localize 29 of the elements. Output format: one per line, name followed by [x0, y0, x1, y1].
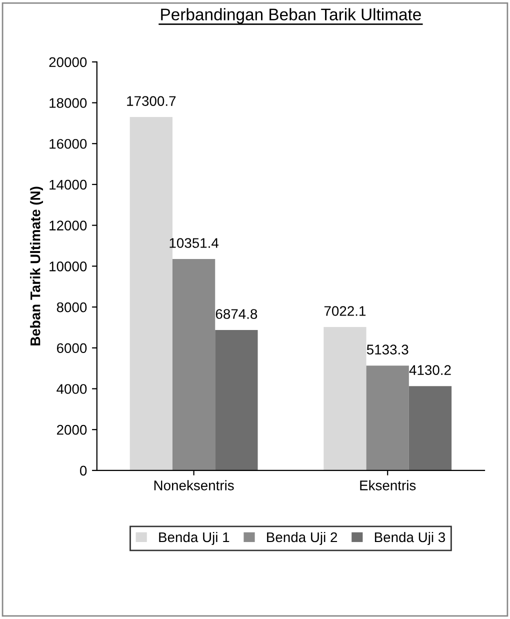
data-label: 7022.1 [324, 306, 366, 316]
bar [408, 386, 452, 470]
y-tick-label: 6000 [56, 343, 87, 354]
y-tick-label: 8000 [56, 302, 87, 312]
y-tick-label: 18000 [50, 98, 87, 108]
data-label: 4130.2 [409, 365, 451, 375]
y-tick-label: 14000 [50, 180, 87, 190]
bar [366, 366, 409, 470]
x-tick-label: Noneksentris [154, 480, 234, 490]
legend-label: Benda Uji 3 [374, 532, 446, 545]
y-tick-label: 20000 [49, 57, 87, 68]
data-label: 10351.4 [170, 238, 218, 248]
x-tick-label: Eksentris [360, 480, 416, 490]
y-axis-title: Beban Tarik Ultimate (N) [30, 186, 44, 346]
y-tick-label: 10000 [50, 262, 87, 272]
chart-title: Perbandingan Beban Tarik Ultimate [161, 8, 421, 24]
data-label: 17300.7 [127, 96, 176, 106]
bar [172, 258, 216, 470]
legend-label: Benda Uji 1 [159, 532, 230, 545]
bar [324, 327, 366, 470]
bar [215, 330, 258, 470]
y-tick-label: 4000 [56, 384, 87, 394]
data-label: 5133.3 [366, 344, 408, 355]
data-label: 6874.8 [216, 309, 258, 319]
legend-label: Benda Uji 2 [267, 532, 338, 545]
y-tick-label: 2000 [56, 424, 87, 435]
y-tick-label: 12000 [50, 220, 87, 230]
y-tick-label: 16000 [50, 138, 87, 149]
y-tick-label: 0 [80, 466, 87, 476]
